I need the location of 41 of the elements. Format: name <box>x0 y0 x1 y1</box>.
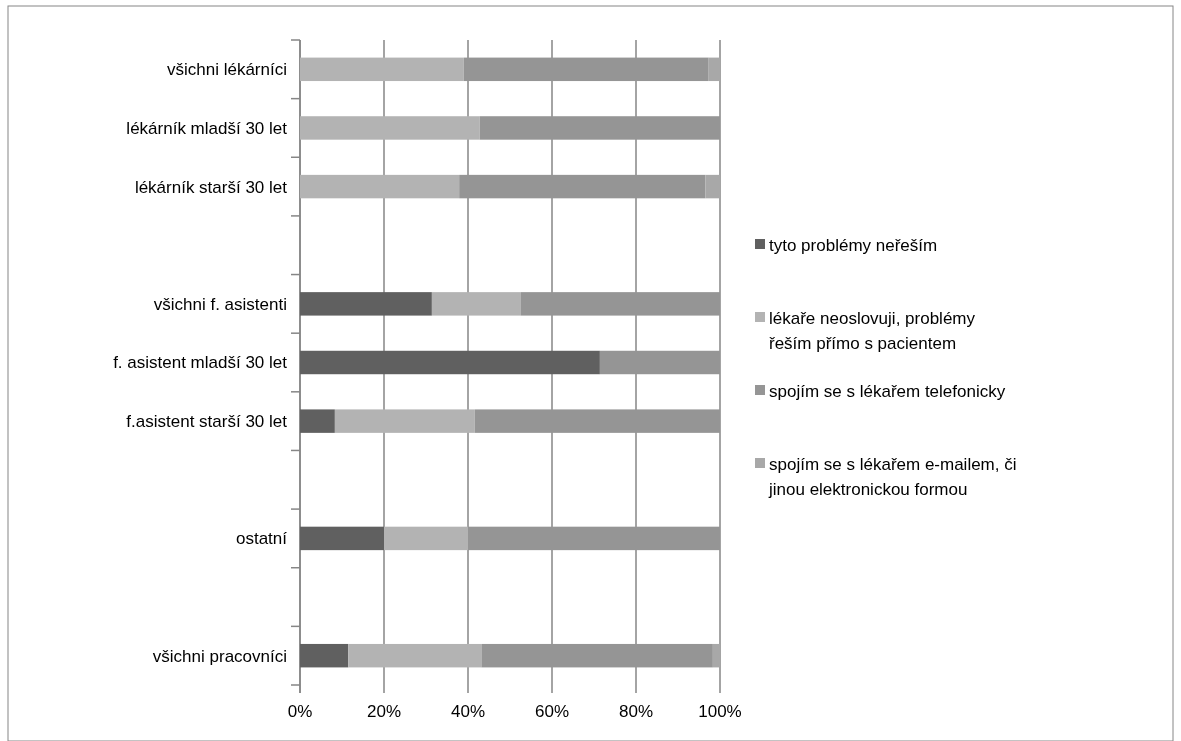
bar <box>481 643 713 668</box>
legend-label: spojím se s lékařem telefonicky <box>769 381 1006 401</box>
bar <box>431 292 521 316</box>
bar <box>479 116 720 140</box>
bar <box>300 116 480 140</box>
bar <box>708 57 720 82</box>
bar <box>300 409 335 433</box>
bar <box>712 643 720 668</box>
bar <box>520 292 720 316</box>
bar <box>599 350 720 375</box>
legend-label: tyto problémy neřeším <box>769 235 938 255</box>
x-tick-label: 20% <box>366 702 402 721</box>
bar <box>463 57 709 82</box>
y-tick-label: f.asistent starší 30 let <box>126 412 288 432</box>
x-tick-label: 80% <box>618 702 654 721</box>
y-tick-label: lékárník starší 30 let <box>134 177 288 197</box>
y-tick-label: ostatní <box>235 529 288 549</box>
y-tick-label: všichni f. asistenti <box>153 294 287 314</box>
bar <box>468 526 720 551</box>
bar <box>300 643 349 668</box>
x-tick-label: 60% <box>534 702 570 721</box>
bar <box>300 526 384 551</box>
bar <box>300 292 432 316</box>
legend-label: lékaře neoslovuji, problémy řeším přímo s pacientem <box>769 308 976 353</box>
x-tick-label: 40% <box>450 702 486 721</box>
bar <box>334 409 475 433</box>
x-tick-label: 100% <box>698 702 742 721</box>
bar <box>459 174 706 199</box>
bar <box>474 409 720 433</box>
bar <box>384 526 468 551</box>
bar <box>348 643 482 668</box>
bar <box>300 57 464 82</box>
y-tick-label: lékárník mladší 30 let <box>126 118 288 138</box>
legend-label: spojím se s lékařem e-mailem, či jinou elektronickou formou <box>768 454 1017 499</box>
bar <box>300 174 460 199</box>
y-tick-label: všichni pracovníci <box>152 646 287 666</box>
y-tick-label: všichni lékárníci <box>167 60 287 80</box>
bar <box>300 350 600 375</box>
bar <box>705 174 720 199</box>
y-tick-label: f. asistent mladší 30 let <box>113 353 288 373</box>
x-tick-label: 0% <box>287 702 313 721</box>
